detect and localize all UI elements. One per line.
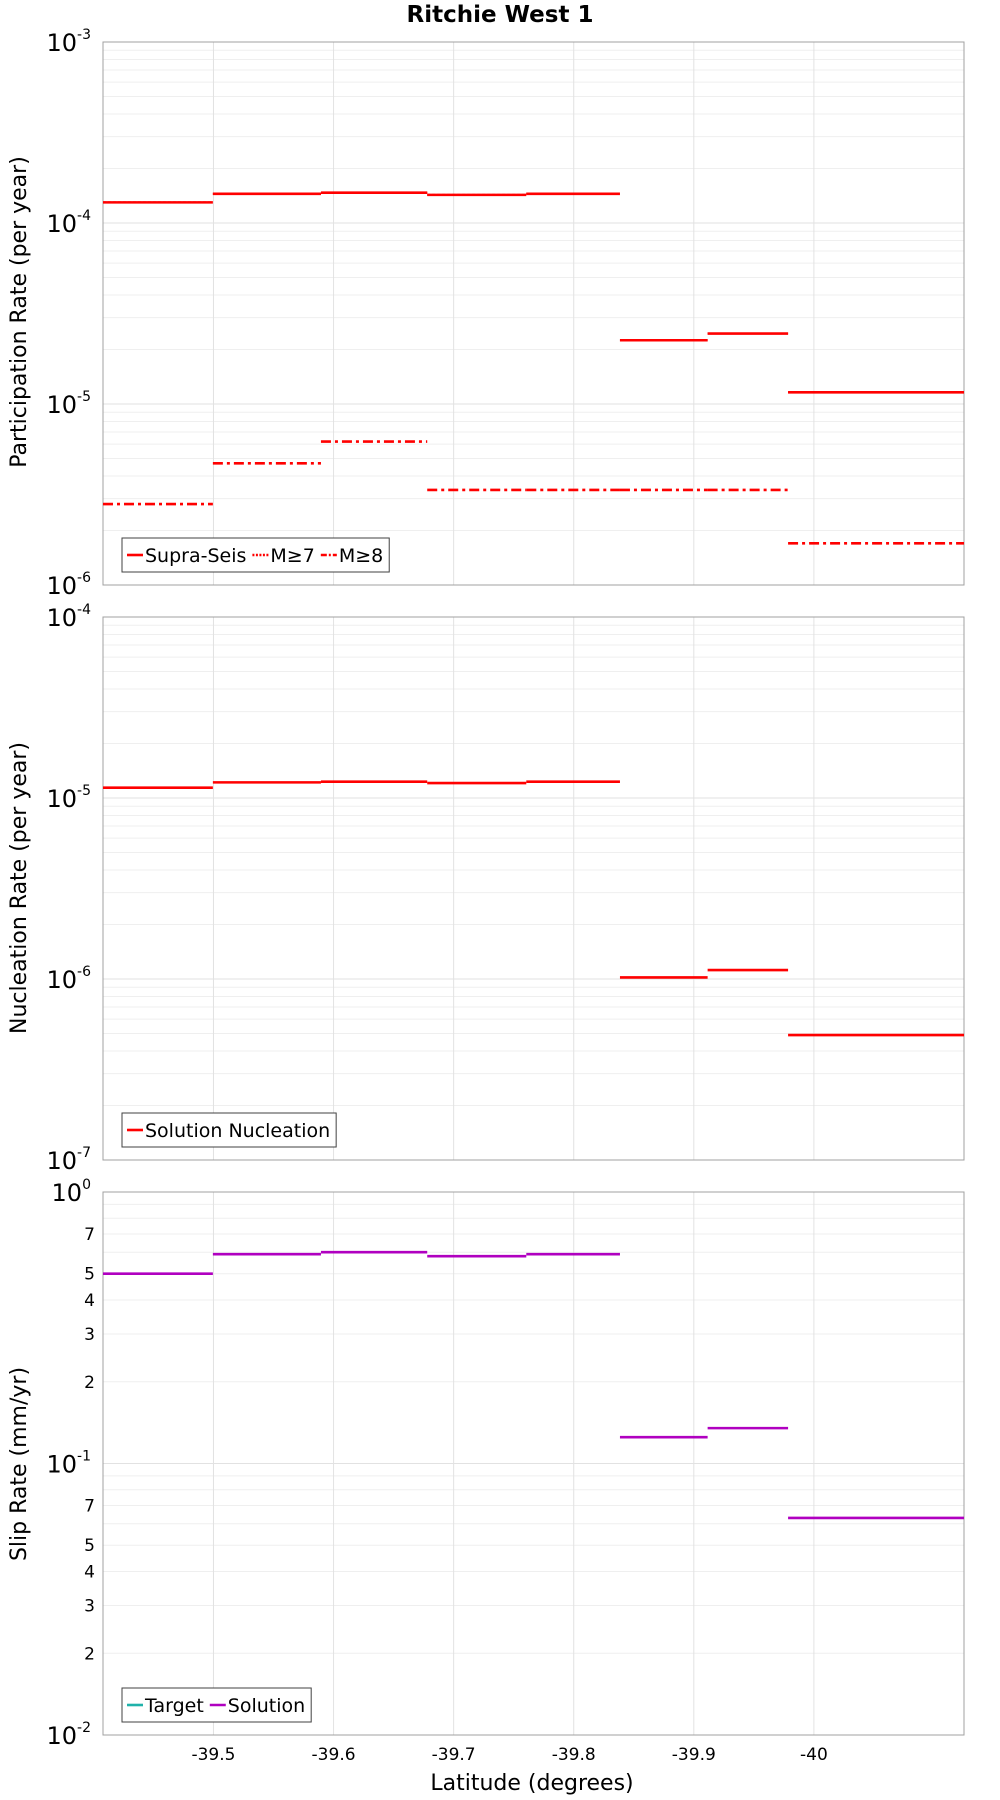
participation-legend-label: M≥7 (270, 545, 314, 567)
slip-series-solution (103, 1250, 964, 1520)
participation-y-tick-label: 10-5 (46, 389, 91, 419)
nucleation-y-tick-label: 10-6 (46, 964, 91, 994)
x-axis-ticks: -39.5 -39.6 -39.7 -39.8 -39.9 -40 (191, 1745, 827, 1765)
participation-y-tick-label: 10-3 (46, 27, 91, 57)
nucleation-legend-label: Solution Nucleation (145, 1120, 330, 1142)
slip-y-tick-label: 10-2 (46, 1720, 91, 1750)
x-tick-label: -39.8 (552, 1745, 596, 1765)
participation-plot-frame (102, 41, 965, 586)
slip-y-minor-tick-label: 3 (84, 1325, 95, 1345)
chart-title: Ritchie West 1 (407, 2, 594, 28)
nucleation-rate-y-axis-label: Nucleation Rate (per year) (7, 742, 32, 1034)
participation-legend: Supra-Seis M≥7 M≥8 (121, 537, 390, 573)
x-tick-label: -39.9 (672, 1745, 716, 1765)
slip-y-tick-label: 10-1 (46, 1449, 91, 1479)
slip-y-minor-tick-label: 5 (84, 1536, 95, 1556)
nucleation-plot-frame (102, 616, 965, 1161)
participation-legend-label: Supra-Seis (145, 545, 246, 567)
participation-y-tick-label: 10-4 (46, 208, 91, 238)
nucleation-y-tick-label: 10-5 (46, 783, 91, 813)
participation-legend-box (121, 537, 390, 573)
participation-rate-panel: Participation Rate (per year) 10-3 10-4 10… (7, 27, 965, 600)
x-tick-label: -39.7 (432, 1745, 476, 1765)
participation-rate-y-axis-label: Participation Rate (per year) (7, 156, 32, 468)
slip-y-minor-tick-label: 7 (84, 1497, 95, 1517)
nucleation-rate-panel: Nucleation Rate (per year) 10-4 10-5 10-6 1… (7, 602, 965, 1175)
slip-legend-label: Target (144, 1695, 204, 1717)
nucleation-legend-box (121, 1112, 337, 1148)
x-tick-label: -39.6 (312, 1745, 356, 1765)
participation-series-m-7 (103, 191, 964, 394)
x-tick-label: -39.5 (191, 1745, 235, 1765)
nucleation-legend: Solution Nucleation (121, 1112, 337, 1148)
x-tick-label: -40 (800, 1745, 828, 1765)
slip-y-minor-tick-label: 3 (84, 1596, 95, 1616)
nucleation-y-tick-label: 10-7 (46, 1145, 91, 1175)
nucleation-y-tick-label: 10-4 (46, 602, 91, 632)
slip-rate-panel: Slip Rate (mm/yr) 100 10-1 10-2 7 5 4 3 2 7 5 4 3 2 T… (7, 1177, 965, 1750)
slip-rate-y-axis-label: Slip Rate (mm/yr) (7, 1367, 32, 1561)
slip-legend-label: Solution (228, 1695, 305, 1717)
slip-y-minor-tick-label: 4 (84, 1291, 95, 1311)
participation-series-m-8 (103, 440, 964, 545)
slip-plot-frame (102, 1191, 965, 1736)
slip-y-minor-tick-label: 4 (84, 1563, 95, 1583)
nucleation-series-solution-nucleation (103, 780, 964, 1037)
participation-y-tick-label: 10-6 (46, 570, 91, 600)
slip-y-minor-tick-label: 5 (84, 1265, 95, 1285)
slip-y-minor-tick-label: 2 (84, 1373, 95, 1393)
slip-y-minor-tick-label: 2 (84, 1644, 95, 1664)
slip-y-tick-label: 100 (52, 1177, 91, 1207)
slip-legend: Target Solution (121, 1687, 312, 1723)
slip-y-minor-tick-label: 7 (84, 1225, 95, 1245)
x-axis-label: Latitude (degrees) (430, 1771, 633, 1796)
participation-legend-label: M≥8 (339, 545, 383, 567)
